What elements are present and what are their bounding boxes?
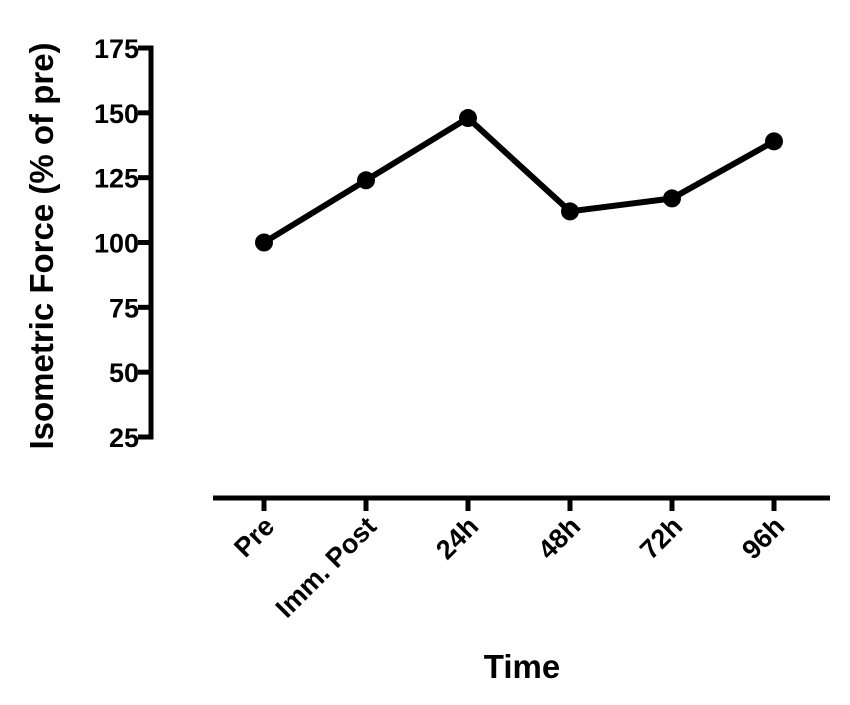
y-tick-label: 75	[109, 293, 139, 323]
data-point	[765, 132, 783, 151]
x-tick-label: 24h	[430, 511, 484, 565]
y-tick-label: 25	[109, 423, 139, 453]
y-tick-label: 100	[94, 229, 139, 259]
y-tick-label: 50	[109, 358, 139, 388]
data-point	[663, 189, 681, 208]
data-point	[357, 171, 375, 190]
x-tick-label: Pre	[228, 511, 280, 563]
y-axis: 25 50 75 100 125 150 175	[94, 34, 154, 453]
data-point	[561, 202, 579, 221]
data-point	[459, 109, 477, 128]
x-tick-label: 48h	[532, 511, 586, 565]
y-tick-label: 175	[94, 34, 139, 64]
x-tick-label: 72h	[634, 511, 688, 565]
series-line	[262, 114, 776, 246]
x-tick-label: 96h	[736, 511, 790, 565]
x-tick-label: Imm. Post	[270, 511, 382, 623]
data-point	[255, 233, 273, 252]
y-tick-label: 150	[94, 99, 139, 129]
plot-area	[255, 109, 783, 252]
y-tick-label: 125	[94, 164, 139, 194]
x-axis-title: Time	[484, 648, 560, 685]
y-axis-title: Isometric Force (% of pre)	[23, 42, 60, 449]
